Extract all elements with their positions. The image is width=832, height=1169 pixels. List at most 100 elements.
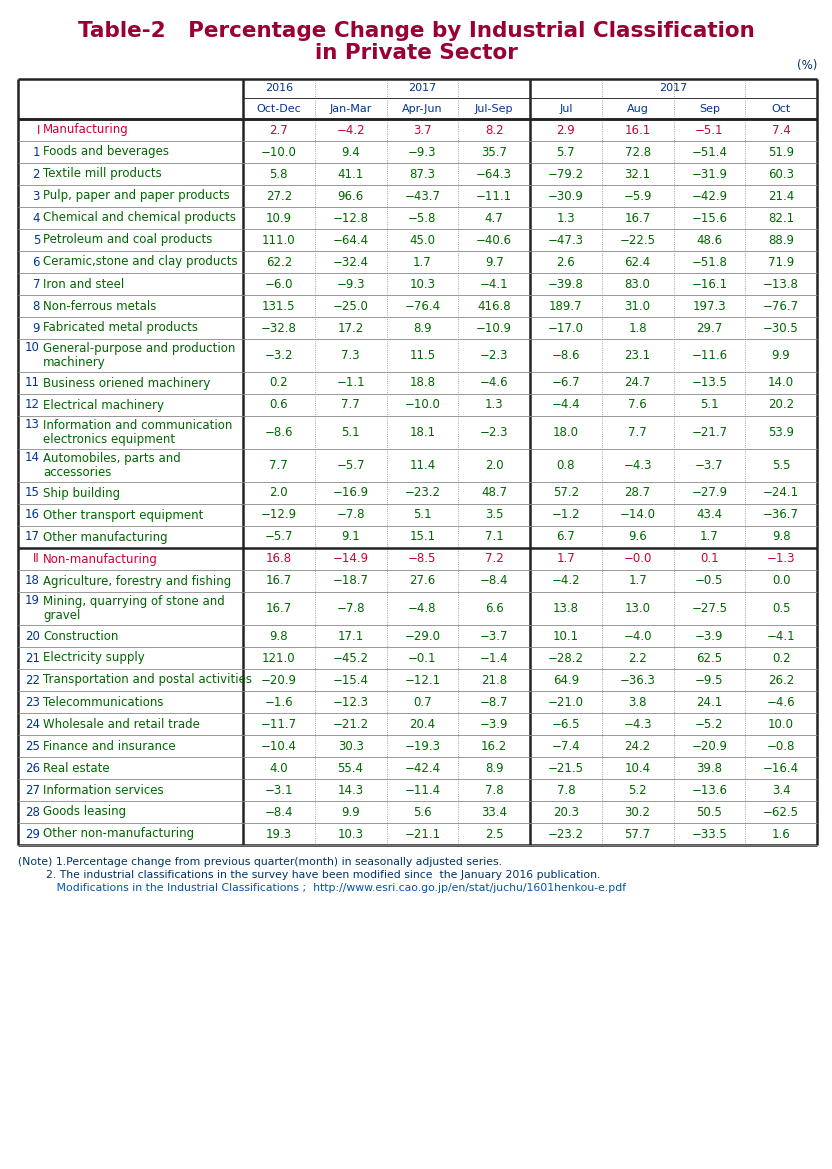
Text: 16.1: 16.1 [625, 124, 651, 137]
Text: Automobiles, parts and: Automobiles, parts and [43, 452, 181, 465]
Text: −10.9: −10.9 [476, 321, 513, 334]
Text: Oct-Dec: Oct-Dec [256, 104, 301, 115]
Text: −4.6: −4.6 [480, 376, 508, 389]
Text: 5.1: 5.1 [700, 399, 719, 411]
Text: Ceramic,stone and clay products: Ceramic,stone and clay products [43, 256, 238, 269]
Text: −33.5: −33.5 [691, 828, 727, 841]
Text: 7.6: 7.6 [628, 399, 647, 411]
Text: 27: 27 [25, 783, 40, 796]
Text: 2. The industrial classifications in the survey have been modified since  the Ja: 2. The industrial classifications in the… [18, 870, 601, 880]
Text: −15.4: −15.4 [333, 673, 369, 686]
Text: −4.1: −4.1 [767, 629, 795, 643]
Text: in Private Sector: in Private Sector [314, 43, 518, 63]
Text: 7.2: 7.2 [485, 553, 503, 566]
Text: 71.9: 71.9 [768, 256, 795, 269]
Text: Non-manufacturing: Non-manufacturing [43, 553, 158, 566]
Text: 1.8: 1.8 [628, 321, 647, 334]
Text: 4.7: 4.7 [485, 212, 503, 224]
Text: −12.9: −12.9 [260, 509, 297, 521]
Text: 5: 5 [32, 234, 40, 247]
Text: 18.1: 18.1 [409, 426, 435, 440]
Text: 2017: 2017 [409, 83, 437, 94]
Text: Fabricated metal products: Fabricated metal products [43, 321, 198, 334]
Text: 2.0: 2.0 [485, 459, 503, 472]
Text: Sep: Sep [699, 104, 720, 115]
Text: −43.7: −43.7 [404, 189, 440, 202]
Text: −8.6: −8.6 [265, 426, 293, 440]
Text: −11.4: −11.4 [404, 783, 440, 796]
Text: 5.5: 5.5 [772, 459, 790, 472]
Text: −76.4: −76.4 [404, 299, 440, 312]
Text: −23.2: −23.2 [548, 828, 584, 841]
Text: 45.0: 45.0 [409, 234, 435, 247]
Text: 35.7: 35.7 [481, 145, 508, 159]
Text: 14.3: 14.3 [338, 783, 364, 796]
Text: 21.4: 21.4 [768, 189, 795, 202]
Text: −1.3: −1.3 [767, 553, 795, 566]
Text: 20.4: 20.4 [409, 718, 435, 731]
Text: −30.5: −30.5 [763, 321, 799, 334]
Text: 30.3: 30.3 [338, 740, 364, 753]
Text: −31.9: −31.9 [691, 167, 727, 180]
Text: −23.2: −23.2 [404, 486, 440, 499]
Text: −22.5: −22.5 [620, 234, 656, 247]
Text: Jan-Mar: Jan-Mar [329, 104, 372, 115]
Text: −29.0: −29.0 [404, 629, 440, 643]
Text: accessories: accessories [43, 466, 111, 479]
Text: Wholesale and retail trade: Wholesale and retail trade [43, 718, 200, 731]
Text: −7.8: −7.8 [336, 509, 365, 521]
Text: −11.1: −11.1 [476, 189, 513, 202]
Text: 3.8: 3.8 [628, 696, 646, 708]
Text: −21.7: −21.7 [691, 426, 727, 440]
Text: 64.9: 64.9 [552, 673, 579, 686]
Text: 18.0: 18.0 [553, 426, 579, 440]
Text: 5.2: 5.2 [628, 783, 647, 796]
Text: −3.7: −3.7 [695, 459, 724, 472]
Text: Mining, quarrying of stone and: Mining, quarrying of stone and [43, 595, 225, 608]
Text: Electrical machinery: Electrical machinery [43, 399, 164, 411]
Text: 20: 20 [25, 629, 40, 643]
Text: 9.4: 9.4 [341, 145, 360, 159]
Text: Chemical and chemical products: Chemical and chemical products [43, 212, 236, 224]
Text: 41.1: 41.1 [338, 167, 364, 180]
Text: 18.8: 18.8 [409, 376, 435, 389]
Text: 21.8: 21.8 [481, 673, 508, 686]
Text: −21.5: −21.5 [548, 761, 584, 775]
Text: −3.2: −3.2 [265, 350, 293, 362]
Text: 1.7: 1.7 [700, 531, 719, 544]
Text: 11.5: 11.5 [409, 350, 435, 362]
Text: 10.1: 10.1 [552, 629, 579, 643]
Text: −4.4: −4.4 [552, 399, 580, 411]
Text: (%): (%) [796, 58, 817, 72]
Text: 2.6: 2.6 [557, 256, 575, 269]
Text: (Note) 1.Percentage change from previous quarter(month) in seasonally adjusted s: (Note) 1.Percentage change from previous… [18, 857, 502, 867]
Text: 11.4: 11.4 [409, 459, 435, 472]
Text: 17: 17 [25, 531, 40, 544]
Text: −32.8: −32.8 [261, 321, 297, 334]
Text: −12.8: −12.8 [333, 212, 369, 224]
Text: −40.6: −40.6 [476, 234, 513, 247]
Text: 16.2: 16.2 [481, 740, 508, 753]
Text: −0.0: −0.0 [623, 553, 651, 566]
Text: −12.3: −12.3 [333, 696, 369, 708]
Text: 4.0: 4.0 [270, 761, 288, 775]
Text: 62.2: 62.2 [265, 256, 292, 269]
Text: Petroleum and coal products: Petroleum and coal products [43, 234, 212, 247]
Text: 7.7: 7.7 [341, 399, 360, 411]
Text: 7.7: 7.7 [628, 426, 647, 440]
Text: Goods leasing: Goods leasing [43, 805, 126, 818]
Text: 121.0: 121.0 [262, 651, 295, 664]
Text: 5.7: 5.7 [557, 145, 575, 159]
Text: Manufacturing: Manufacturing [43, 124, 129, 137]
Text: −5.8: −5.8 [409, 212, 437, 224]
Text: −3.9: −3.9 [695, 629, 724, 643]
Text: 0.0: 0.0 [772, 574, 790, 588]
Text: 1.7: 1.7 [628, 574, 647, 588]
Text: −8.4: −8.4 [265, 805, 293, 818]
Text: −51.4: −51.4 [691, 145, 727, 159]
Text: 10.3: 10.3 [338, 828, 364, 841]
Text: 48.6: 48.6 [696, 234, 722, 247]
Text: −4.0: −4.0 [623, 629, 652, 643]
Text: −12.1: −12.1 [404, 673, 440, 686]
Text: 87.3: 87.3 [409, 167, 435, 180]
